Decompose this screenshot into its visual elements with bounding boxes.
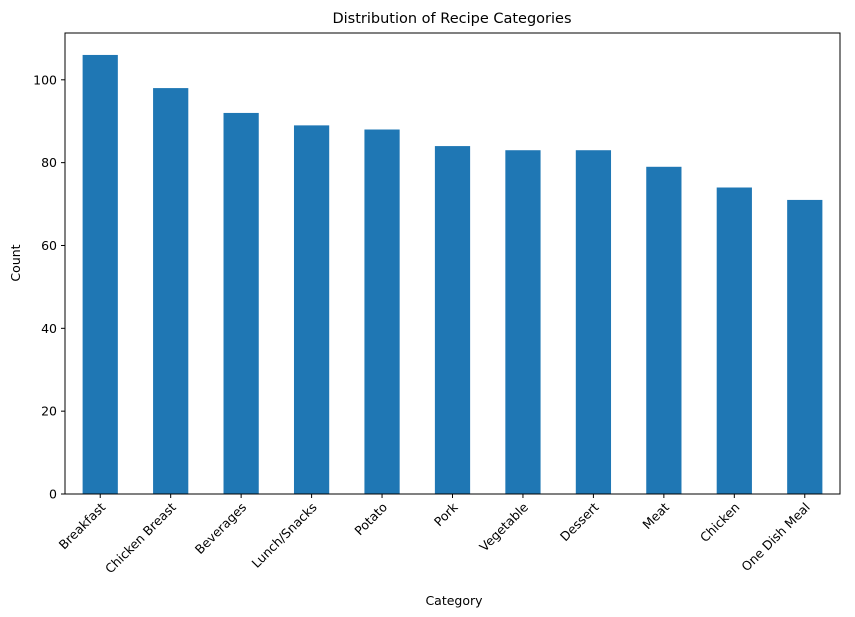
bar [434, 146, 471, 494]
y-tick-label: 20 [41, 404, 57, 419]
bars [82, 54, 823, 495]
bar [293, 125, 330, 495]
x-tick-label: Dessert [557, 499, 602, 544]
bar [82, 54, 118, 494]
y-tick-label: 100 [33, 72, 57, 87]
bar [575, 150, 612, 494]
bar [223, 112, 259, 494]
bar [153, 88, 189, 494]
y-tick-label: 0 [49, 487, 57, 502]
x-tick-label: Vegetable [476, 499, 531, 554]
x-tick-label: Potato [351, 500, 390, 539]
y-tick-label: 40 [41, 321, 57, 336]
y-tick-label: 80 [41, 155, 57, 170]
bar [716, 187, 752, 494]
x-tick-label: Lunch/Snacks [248, 500, 319, 571]
x-axis-label: Category [425, 593, 483, 608]
bar [505, 150, 541, 494]
bar [787, 199, 823, 495]
y-axis-label: Count [8, 244, 23, 281]
bar [364, 129, 400, 494]
x-tick-label: Chicken Breast [102, 499, 179, 576]
x-tick-label: Chicken [697, 500, 743, 546]
y-tick-label: 60 [41, 238, 57, 253]
x-tick-label: Meat [639, 499, 672, 532]
x-tick-label: Breakfast [56, 499, 109, 552]
bar [646, 166, 682, 495]
chart-title: Distribution of Recipe Categories [332, 11, 571, 27]
x-tick-label: One Dish Meal [738, 500, 813, 575]
x-tick-label: Pork [431, 499, 461, 529]
x-tick-label: Beverages [192, 500, 249, 557]
